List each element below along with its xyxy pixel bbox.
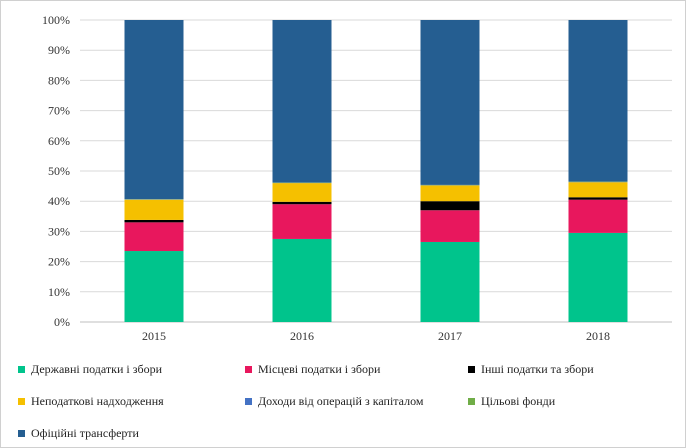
legend-item-dokhody-kapital: Доходи від операцій з капіталом — [245, 394, 423, 409]
bar-segment — [568, 197, 628, 200]
bar-segment — [568, 232, 628, 322]
legend-swatch — [245, 398, 252, 405]
legend-swatch — [468, 398, 475, 405]
legend-label: Офіційні трансферти — [31, 426, 139, 440]
legend-item-ofitsiini-transferty: Офіційні трансферти — [18, 426, 139, 441]
legend-swatch — [18, 398, 25, 405]
bar-segment — [124, 20, 184, 200]
legend-swatch — [18, 430, 25, 437]
legend-swatch — [468, 366, 475, 373]
bar-segment — [568, 182, 628, 198]
legend-swatch — [245, 366, 252, 373]
legend-label: Доходи від операцій з капіталом — [258, 394, 424, 408]
legend-label: Інші податки та збори — [481, 362, 594, 376]
y-tick-label: 30% — [48, 224, 70, 238]
bar-segment — [124, 219, 184, 223]
bar-segment — [272, 238, 332, 322]
bar-segment — [272, 20, 332, 183]
x-tick-label: 2015 — [142, 329, 166, 343]
y-tick-label: 60% — [48, 134, 70, 148]
x-tick-label: 2018 — [586, 329, 610, 343]
legend-swatch — [18, 366, 25, 373]
bar-segment — [420, 201, 480, 211]
y-tick-label: 10% — [48, 285, 70, 299]
legend-label: Державні податки і збори — [31, 362, 162, 376]
legend-item-nepodatkovi: Неподаткові надходження — [18, 394, 164, 409]
bar-segment — [420, 185, 480, 202]
stacked-bar-chart: 0% 10% 20% 30% 40% 50% 60% 70% 80% 90% 100% 2015 201… — [42, 13, 672, 343]
bar-segment — [272, 183, 332, 202]
y-tick-label: 100% — [42, 13, 70, 27]
legend-item-mistsevi: Місцеві податки і збори — [245, 362, 380, 377]
legend-label: Місцеві податки і збори — [258, 362, 381, 376]
x-tick-label: 2017 — [438, 329, 462, 343]
legend-item-tsilovi-fondy: Цільові фонди — [468, 394, 555, 409]
y-tick-label: 50% — [48, 164, 70, 178]
bar-segment — [568, 20, 628, 182]
bar-segment — [124, 251, 184, 322]
bar-segment — [272, 204, 332, 239]
y-tick-label: 80% — [48, 73, 70, 87]
y-tick-label: 20% — [48, 255, 70, 269]
legend-item-derzhavni: Державні податки і збори — [18, 362, 162, 377]
x-tick-label: 2016 — [290, 329, 314, 343]
legend-label: Цільові фонди — [481, 394, 556, 408]
bar-segment — [568, 199, 628, 233]
legend-label: Неподаткові надходження — [31, 394, 164, 408]
bar-segment — [124, 222, 184, 252]
y-tick-label: 0% — [54, 315, 70, 329]
y-tick-label: 70% — [48, 104, 70, 118]
bar-segment — [420, 20, 480, 185]
bar-segment — [420, 241, 480, 322]
bar-segment — [272, 201, 332, 205]
bar-segment — [420, 210, 480, 242]
bar-segment — [124, 199, 184, 220]
legend-item-inshi: Інші податки та збори — [468, 362, 594, 377]
y-tick-label: 40% — [48, 194, 70, 208]
y-tick-label: 90% — [48, 43, 70, 57]
